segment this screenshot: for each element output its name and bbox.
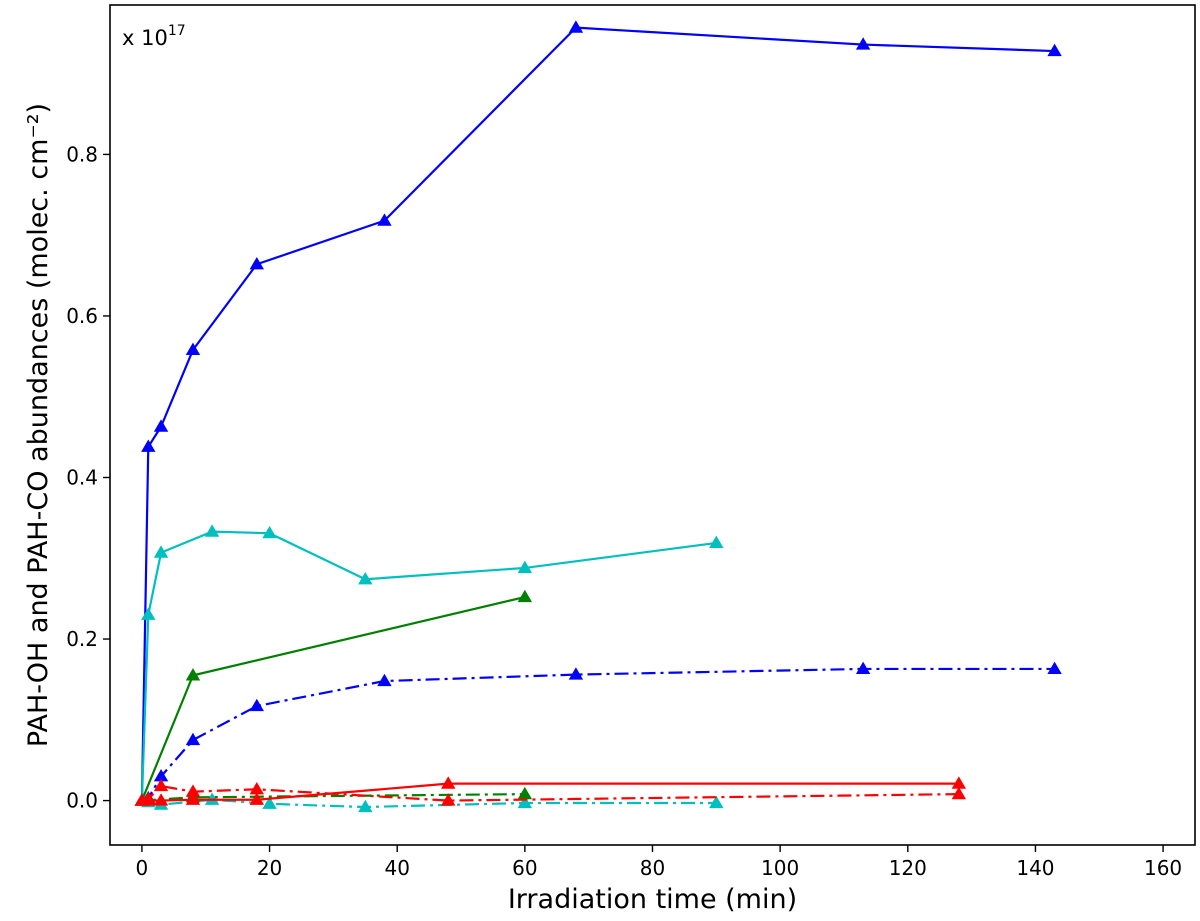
data-point: [441, 776, 456, 789]
data-point: [568, 20, 584, 33]
series-line: [141, 793, 525, 802]
data-point: [262, 525, 277, 539]
data-point: [377, 213, 392, 226]
x-axis-ticks: 0 20 40 60 80 100 120 140 160: [136, 845, 1182, 880]
data-point: [709, 795, 724, 809]
data-point: [441, 793, 456, 806]
data-point: [249, 698, 264, 712]
scale-note: x 1017: [122, 23, 186, 50]
data-point: [951, 786, 967, 800]
series-line: [140, 530, 717, 801]
x-tick-label: 80: [640, 856, 665, 880]
data-point: [185, 732, 201, 746]
x-tick-label: 40: [384, 856, 409, 880]
data-point: [153, 778, 169, 792]
x-tick-label: 0: [136, 856, 149, 880]
x-tick-label: 120: [889, 856, 927, 880]
data-point: [262, 796, 277, 809]
data-point: [517, 589, 533, 603]
series-layer: [134, 20, 1062, 813]
x-tick-label: 140: [1016, 856, 1054, 880]
data-point: [185, 792, 201, 805]
data-point: [185, 342, 201, 355]
y-tick-label: 0.4: [66, 466, 98, 490]
data-point: [517, 795, 533, 809]
data-point: [185, 784, 201, 797]
x-tick-label: 60: [512, 856, 537, 880]
data-point: [185, 668, 201, 681]
data-point: [1047, 661, 1062, 674]
x-axis-label: Irradiation time (min): [508, 884, 797, 915]
data-point: [568, 667, 584, 680]
y-tick-label: 0.0: [66, 789, 98, 813]
data-point: [709, 535, 724, 548]
x-tick-label: 100: [761, 856, 799, 880]
data-point: [377, 673, 392, 687]
y-axis-ticks: 0.0 0.2 0.4 0.6 0.8: [66, 142, 110, 813]
data-point: [1047, 43, 1062, 57]
data-point: [855, 661, 871, 674]
y-tick-label: 0.6: [66, 304, 98, 328]
data-point: [249, 792, 264, 805]
y-tick-label: 0.8: [66, 142, 98, 166]
data-point: [153, 419, 169, 432]
data-point: [141, 439, 156, 452]
data-point: [141, 607, 156, 620]
data-point: [517, 560, 533, 574]
data-point: [358, 571, 373, 585]
x-tick-label: 20: [257, 856, 282, 880]
data-point: [249, 781, 264, 795]
x-tick-label: 160: [1144, 856, 1182, 880]
data-point: [153, 545, 169, 558]
data-point: [141, 791, 156, 805]
data-point: [204, 524, 220, 537]
data-point: [358, 799, 373, 813]
scale-note-prefix: x 10: [122, 26, 168, 50]
data-point: [855, 37, 871, 50]
data-point: [153, 793, 169, 806]
y-axis-label: PAH-OH and PAH-CO abundances (molec. cm⁻…: [23, 103, 54, 747]
y-tick-label: 0.2: [66, 627, 98, 651]
scale-note-exponent: 17: [168, 23, 186, 39]
data-point: [249, 256, 264, 270]
series-8: [134, 778, 967, 806]
